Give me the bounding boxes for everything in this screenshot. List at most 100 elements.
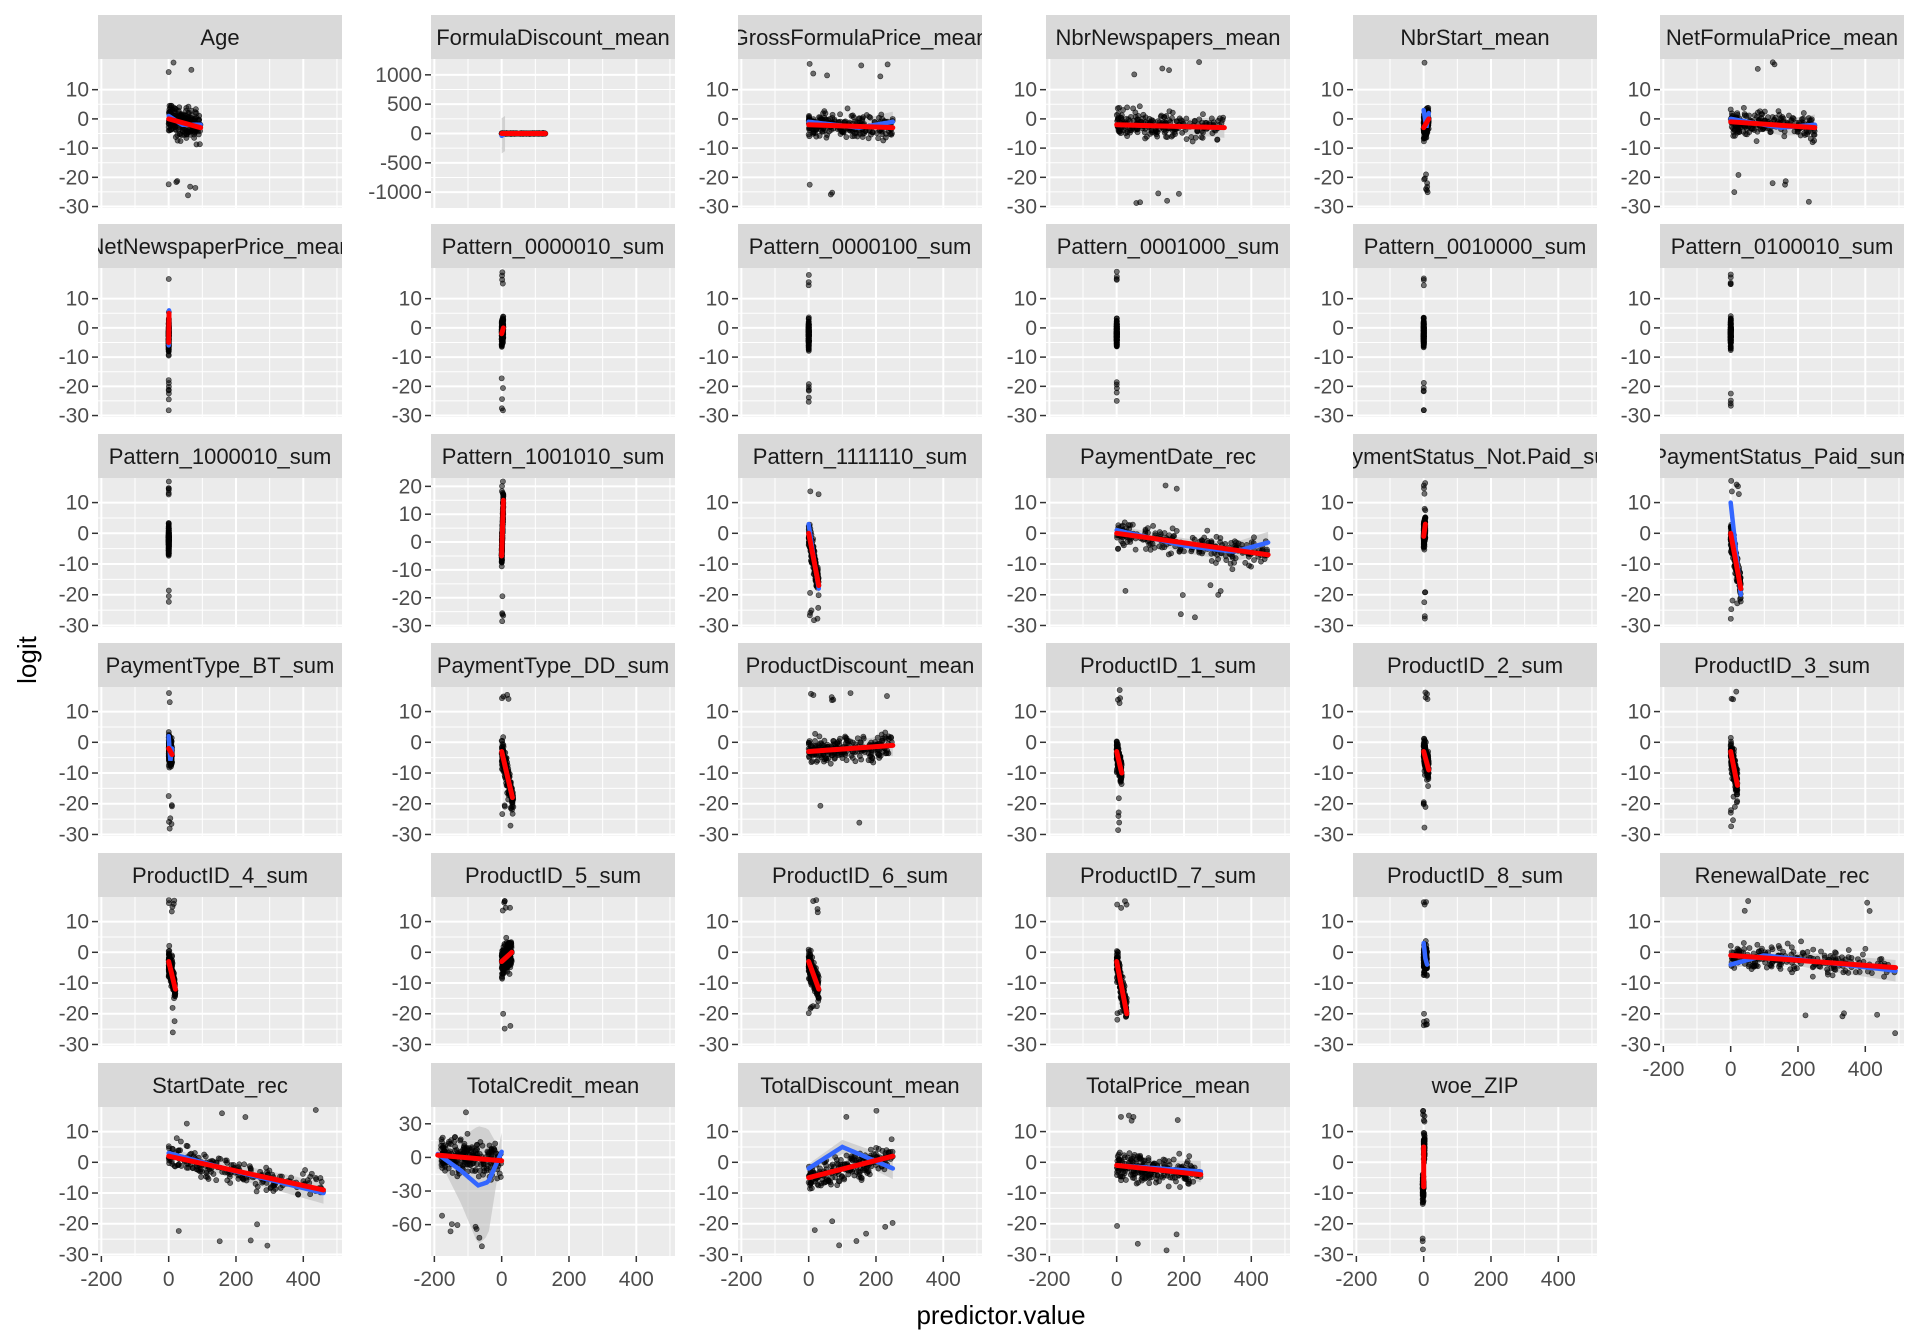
data-point [1196,59,1202,65]
y-tick-label: 0 [1639,522,1651,545]
y-tick-label: -10 [1314,553,1344,576]
facet-title: PaymentStatus_Not.Paid_sum [1325,444,1625,469]
y-tick-label: -20 [1314,584,1344,607]
y-tick-label: -30 [699,614,729,637]
data-point [1176,190,1182,197]
data-point [1198,134,1205,141]
y-tick-label: -20 [1007,584,1037,607]
y-tick-label: 10 [1014,288,1037,311]
y-tick-label: 0 [410,123,422,146]
data-point [805,272,812,278]
panel-marks [498,478,507,625]
data-point [1781,133,1788,140]
y-tick-label: -20 [59,793,89,816]
y-tick-label: 0 [717,522,729,545]
data-point [1251,557,1257,563]
facet-title: PaymentStatus_Paid_sum [1652,444,1911,469]
facet-title: FormulaDiscount_mean [436,25,670,50]
data-point [1166,108,1173,115]
facet-strip [1046,15,1290,59]
data-point [843,134,850,141]
linear-fit-line [499,325,506,337]
data-point [499,396,505,402]
linear-fit-line [1421,521,1428,539]
facet-title: PaymentType_BT_sum [106,653,335,678]
data-point [1729,110,1735,117]
data-point [1420,388,1427,395]
data-point [174,137,181,144]
y-tick-label: -10 [392,346,422,369]
data-point [1731,189,1738,196]
data-point [867,114,874,121]
data-point [1261,556,1268,562]
linear-fit-line [166,116,204,131]
data-point [1189,138,1196,145]
data-point [1421,505,1428,512]
data-point [165,593,172,600]
y-tick-label: 0 [410,317,422,340]
data-point [1113,336,1120,343]
y-tick-label: -10 [1314,137,1344,160]
facet-panel: FormulaDiscount_mean 1000 500 0 -500 -1000 [368,15,675,208]
y-tick-label: 10 [706,492,729,515]
data-point [1421,59,1428,66]
data-point [1123,115,1130,122]
panel-marks [165,276,172,414]
facet-title: PaymentType_DD_sum [437,653,669,678]
y-axis-title: logit [12,635,42,683]
data-point [805,341,812,348]
data-point [1728,606,1735,613]
facet-strip [431,15,675,59]
data-point [192,184,199,191]
linear-fit-line [1728,119,1818,131]
data-point [1204,527,1211,534]
facet-strip [738,434,982,478]
data-point [829,111,836,118]
data-point [1161,129,1168,136]
data-point [849,112,856,119]
data-point [1420,407,1427,414]
y-tick-label: 0 [1025,522,1037,545]
data-point [827,191,834,198]
y-tick-label: 10 [66,492,89,515]
facet-title: GrossFormulaPrice_mean [732,25,989,50]
data-point [1192,614,1198,621]
data-point [807,488,814,495]
data-point [1800,110,1807,116]
y-tick-label: -30 [59,405,89,428]
data-point [1422,515,1429,521]
facet-panel: NetNewspaperPrice_mean 10 0 -10 -20 -30 [59,224,342,428]
data-point [1229,566,1236,573]
facet-strip [738,224,982,268]
data-point [1746,112,1752,119]
y-tick-label: 0 [1639,108,1651,131]
data-point [165,793,172,799]
data-point [1421,490,1428,497]
data-point [1143,546,1149,552]
panel-marks [165,690,175,832]
y-tick-label: 10 [399,288,422,311]
data-point [1116,104,1123,111]
facet-strip [98,434,342,478]
data-point [1154,129,1161,136]
data-point [1228,539,1235,546]
data-point [165,587,172,594]
data-point [1727,390,1734,397]
data-point [810,70,817,77]
data-point [1767,129,1774,136]
panel-marks [1727,478,1744,622]
y-tick-label: -10 [59,762,89,785]
data-point [1420,314,1427,321]
panel-marks [1113,268,1120,404]
facet-title: NetFormulaPrice_mean [1666,25,1898,50]
data-point [1420,135,1427,141]
y-tick-label: 0 [1332,317,1344,340]
y-tick-label: -20 [1621,375,1651,398]
data-point [1217,539,1224,545]
facet-strip [738,15,982,59]
y-tick-label: -10 [392,559,422,582]
y-tick-label: -30 [1621,405,1651,428]
data-point [193,110,200,117]
data-point [1731,127,1738,134]
